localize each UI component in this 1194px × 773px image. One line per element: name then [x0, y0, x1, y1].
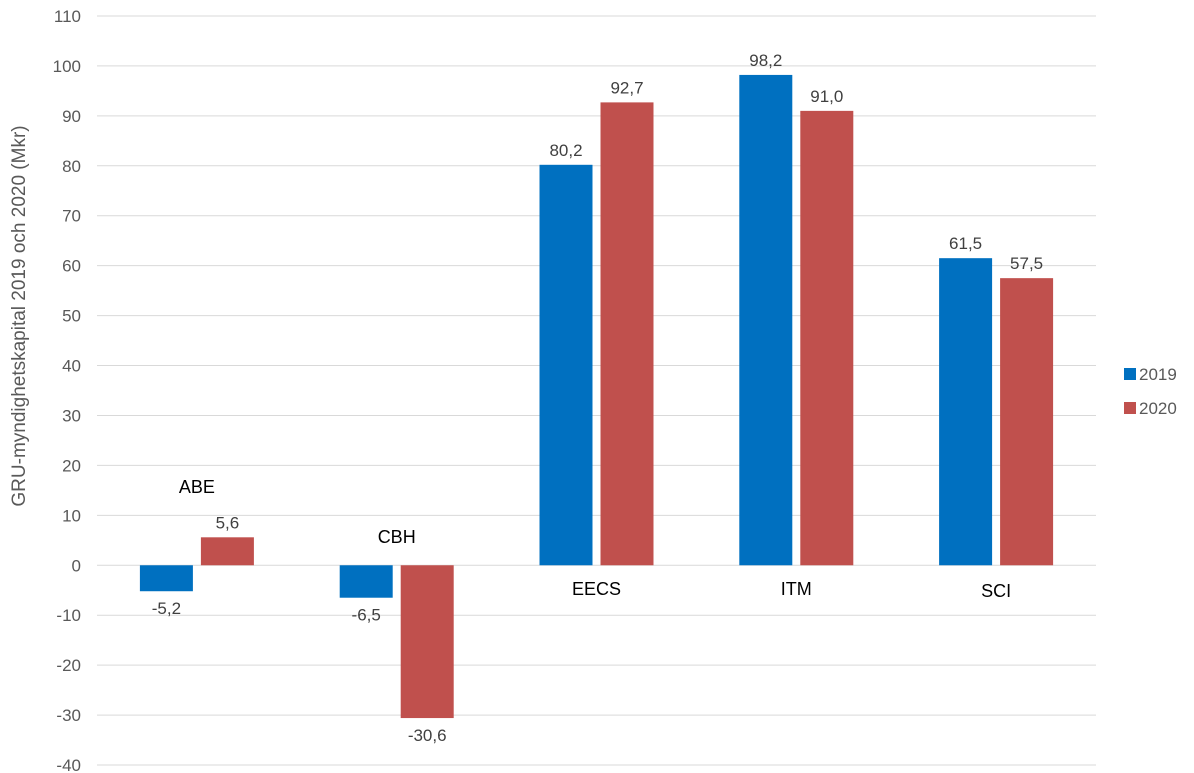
category-label: ABE: [179, 477, 215, 497]
y-tick-label: -20: [56, 656, 81, 675]
data-label: -30,6: [408, 726, 447, 745]
y-tick-label: 0: [72, 556, 81, 575]
y-tick-label: 40: [62, 357, 81, 376]
data-label: -5,2: [152, 599, 181, 618]
y-tick-label: 80: [62, 157, 81, 176]
category-label: CBH: [378, 527, 416, 547]
y-axis-title: GRU-myndighetskapital 2019 och 2020 (Mkr…: [9, 125, 30, 506]
y-tick-label: -30: [56, 706, 81, 725]
data-label: 92,7: [610, 78, 643, 97]
legend: 2019 2020: [1124, 365, 1177, 418]
y-tick-label: 10: [62, 506, 81, 525]
category-label: ITM: [781, 579, 812, 599]
legend-swatch: [1124, 368, 1136, 380]
y-tick-label: 90: [62, 107, 81, 126]
y-tick-label: 50: [62, 307, 81, 326]
bar-2020-EECS: [600, 102, 654, 566]
data-label: 5,6: [216, 513, 240, 532]
data-label: 61,5: [949, 234, 982, 253]
bar-2019-EECS: [539, 164, 593, 566]
bar-2019-ABE: [139, 565, 193, 592]
y-tick-label: 20: [62, 456, 81, 475]
legend-label: 2019: [1139, 365, 1177, 384]
y-tick-label: -10: [56, 606, 81, 625]
bar-2020-ITM: [800, 110, 854, 566]
category-label: SCI: [981, 581, 1011, 601]
data-label: 91,0: [810, 87, 843, 106]
y-tick-label: 60: [62, 257, 81, 276]
bar-2019-SCI: [939, 258, 993, 566]
y-tick-label: 70: [62, 207, 81, 226]
data-label: -6,5: [352, 606, 381, 625]
bar-2019-ITM: [739, 74, 793, 566]
category-labels: ABE CBH EECS ITM SCI: [179, 477, 1011, 601]
bar-2020-CBH: [400, 565, 454, 719]
category-label: EECS: [572, 579, 621, 599]
y-tick-label: 100: [53, 57, 81, 76]
legend-swatch: [1124, 402, 1136, 414]
data-label: 57,5: [1010, 254, 1043, 273]
bar-2019-CBH: [339, 565, 393, 598]
bar-2020-SCI: [1000, 278, 1054, 566]
legend-label: 2020: [1139, 399, 1177, 418]
y-tick-label: 30: [62, 406, 81, 425]
data-label: 98,2: [749, 51, 782, 70]
bars: [139, 74, 1054, 719]
y-tick-label: -40: [56, 756, 81, 773]
data-label: 80,2: [549, 141, 582, 160]
y-axis-ticks: -40 -30 -20 -10 0 10 20 30 40 50 60 70 80 90 100 110: [53, 7, 81, 773]
gridlines: [97, 15, 1096, 766]
data-labels: -5,2 5,6 -6,5 -30,6 80,2 92,7 98,2 91,0 61,5 57,5: [152, 51, 1043, 745]
bar-2020-ABE: [200, 537, 254, 566]
y-tick-label: 110: [54, 7, 81, 26]
